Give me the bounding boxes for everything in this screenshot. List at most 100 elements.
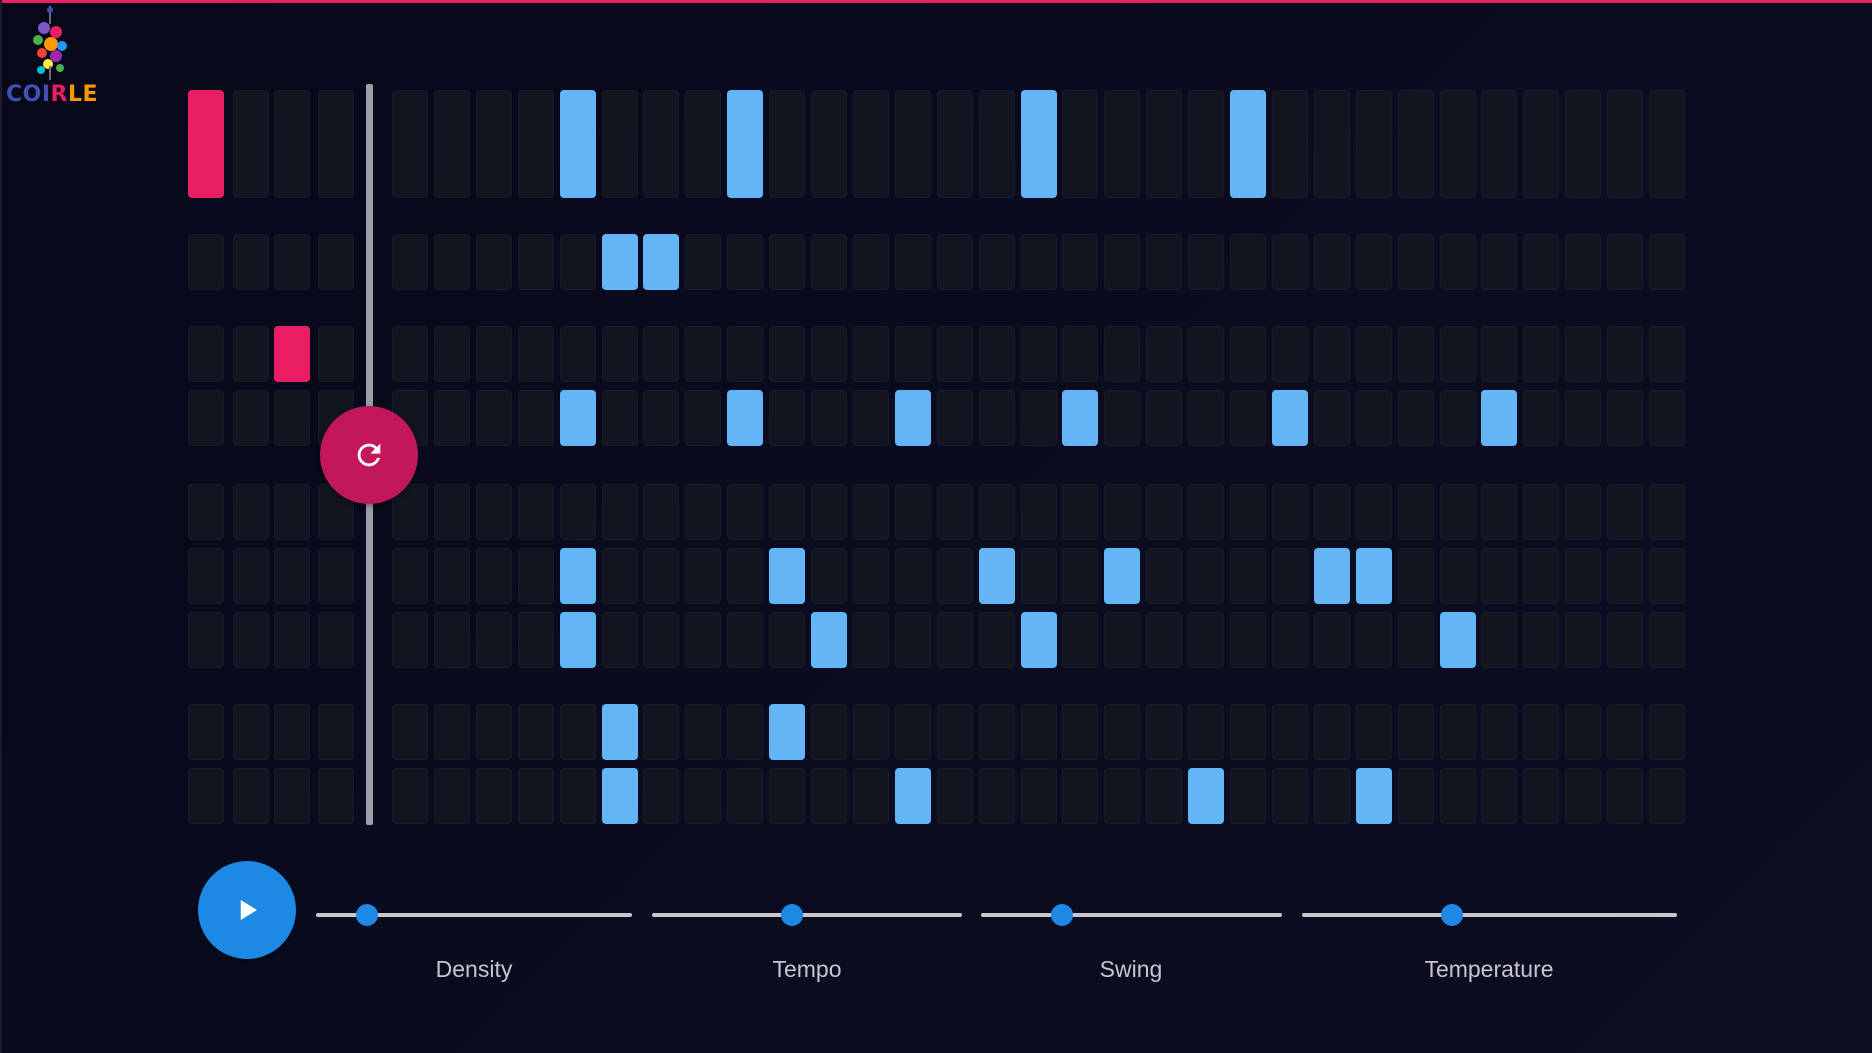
pattern-cell[interactable] (1440, 612, 1476, 668)
pattern-cell[interactable] (937, 484, 973, 540)
pattern-cell[interactable] (1230, 390, 1266, 446)
pattern-cell[interactable] (1356, 548, 1392, 604)
pattern-cell[interactable] (1272, 704, 1308, 760)
pattern-cell[interactable] (643, 768, 679, 824)
swing-slider-thumb[interactable] (1051, 904, 1074, 926)
pattern-cell[interactable] (769, 704, 805, 760)
pattern-cell[interactable] (1146, 484, 1182, 540)
pattern-cell[interactable] (1314, 704, 1350, 760)
seed-cell[interactable] (318, 90, 354, 198)
pattern-cell[interactable] (1104, 612, 1140, 668)
pattern-cell[interactable] (602, 234, 638, 290)
pattern-cell[interactable] (769, 484, 805, 540)
pattern-cell[interactable] (1398, 234, 1434, 290)
pattern-cell[interactable] (476, 612, 512, 668)
pattern-cell[interactable] (727, 326, 763, 382)
pattern-cell[interactable] (979, 390, 1015, 446)
pattern-cell[interactable] (518, 768, 554, 824)
pattern-cell[interactable] (1356, 234, 1392, 290)
pattern-cell[interactable] (1356, 612, 1392, 668)
pattern-cell[interactable] (476, 548, 512, 604)
pattern-cell[interactable] (979, 484, 1015, 540)
pattern-cell[interactable] (1021, 768, 1057, 824)
pattern-cell[interactable] (643, 390, 679, 446)
seed-cell[interactable] (274, 484, 310, 540)
tempo-slider-thumb[interactable] (780, 904, 803, 926)
pattern-cell[interactable] (811, 326, 847, 382)
pattern-cell[interactable] (727, 612, 763, 668)
pattern-cell[interactable] (937, 768, 973, 824)
pattern-cell[interactable] (1188, 704, 1224, 760)
pattern-cell[interactable] (769, 768, 805, 824)
pattern-cell[interactable] (1314, 326, 1350, 382)
pattern-cell[interactable] (434, 484, 470, 540)
pattern-cell[interactable] (937, 90, 973, 198)
pattern-cell[interactable] (1440, 548, 1476, 604)
pattern-cell[interactable] (1523, 548, 1559, 604)
pattern-cell[interactable] (1230, 548, 1266, 604)
pattern-cell[interactable] (727, 768, 763, 824)
pattern-cell[interactable] (769, 612, 805, 668)
pattern-cell[interactable] (1272, 234, 1308, 290)
pattern-cell[interactable] (560, 704, 596, 760)
pattern-cell[interactable] (560, 484, 596, 540)
pattern-cell[interactable] (1314, 90, 1350, 198)
seed-cell[interactable] (188, 548, 224, 604)
pattern-cell[interactable] (1440, 768, 1476, 824)
pattern-cell[interactable] (811, 484, 847, 540)
pattern-cell[interactable] (392, 768, 428, 824)
pattern-cell[interactable] (1398, 704, 1434, 760)
pattern-cell[interactable] (1481, 326, 1517, 382)
pattern-cell[interactable] (602, 548, 638, 604)
pattern-cell[interactable] (1607, 548, 1643, 604)
seed-cell[interactable] (233, 90, 269, 198)
pattern-cell[interactable] (727, 704, 763, 760)
pattern-cell[interactable] (518, 90, 554, 198)
pattern-cell[interactable] (1188, 90, 1224, 198)
pattern-cell[interactable] (476, 704, 512, 760)
pattern-cell[interactable] (1062, 234, 1098, 290)
pattern-cell[interactable] (1272, 390, 1308, 446)
pattern-cell[interactable] (1356, 484, 1392, 540)
tempo-slider-track[interactable] (652, 913, 962, 917)
pattern-cell[interactable] (1398, 326, 1434, 382)
pattern-cell[interactable] (1356, 704, 1392, 760)
pattern-cell[interactable] (1146, 704, 1182, 760)
pattern-cell[interactable] (518, 484, 554, 540)
pattern-cell[interactable] (1230, 704, 1266, 760)
seed-cell[interactable] (188, 234, 224, 290)
pattern-cell[interactable] (1440, 90, 1476, 198)
pattern-cell[interactable] (1062, 484, 1098, 540)
pattern-cell[interactable] (1398, 612, 1434, 668)
pattern-cell[interactable] (1188, 768, 1224, 824)
seed-cell[interactable] (188, 704, 224, 760)
pattern-cell[interactable] (1565, 326, 1601, 382)
pattern-cell[interactable] (1356, 390, 1392, 446)
pattern-cell[interactable] (1230, 234, 1266, 290)
pattern-cell[interactable] (853, 548, 889, 604)
density-slider[interactable] (316, 900, 632, 930)
pattern-cell[interactable] (1062, 548, 1098, 604)
pattern-cell[interactable] (1104, 90, 1140, 198)
pattern-cell[interactable] (1356, 90, 1392, 198)
pattern-cell[interactable] (1188, 390, 1224, 446)
seed-cell[interactable] (318, 234, 354, 290)
pattern-cell[interactable] (1272, 548, 1308, 604)
pattern-cell[interactable] (811, 612, 847, 668)
swing-slider-track[interactable] (981, 913, 1282, 917)
pattern-cell[interactable] (1230, 612, 1266, 668)
pattern-cell[interactable] (434, 90, 470, 198)
pattern-cell[interactable] (1188, 234, 1224, 290)
pattern-cell[interactable] (895, 704, 931, 760)
pattern-cell[interactable] (1146, 234, 1182, 290)
seed-cell[interactable] (233, 326, 269, 382)
pattern-cell[interactable] (1356, 768, 1392, 824)
pattern-cell[interactable] (685, 484, 721, 540)
seed-cell[interactable] (188, 484, 224, 540)
pattern-cell[interactable] (1146, 768, 1182, 824)
pattern-cell[interactable] (1356, 326, 1392, 382)
pattern-cell[interactable] (979, 326, 1015, 382)
pattern-cell[interactable] (769, 234, 805, 290)
pattern-cell[interactable] (895, 612, 931, 668)
pattern-cell[interactable] (1607, 90, 1643, 198)
